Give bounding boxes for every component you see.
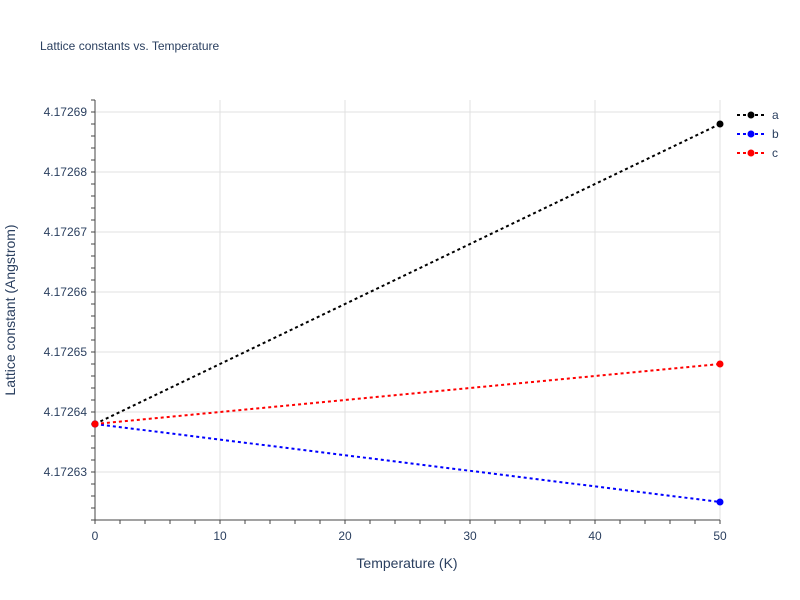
x-tick-label: 10 — [213, 529, 227, 543]
legend-item-b[interactable]: b — [737, 127, 779, 141]
x-tick-label: 30 — [463, 529, 477, 543]
legend-swatch-marker — [747, 130, 755, 138]
legend[interactable]: abc — [737, 108, 779, 160]
y-tick-label: 4.17267 — [44, 225, 88, 239]
series-line-c — [94, 363, 721, 425]
y-tick-label: 4.17265 — [44, 345, 88, 359]
data-point-b[interactable] — [716, 498, 724, 506]
axes — [91, 99, 721, 524]
y-tick-label: 4.17268 — [44, 165, 88, 179]
legend-label: b — [772, 127, 779, 141]
x-tick-label: 20 — [338, 529, 352, 543]
y-tick-label: 4.17264 — [44, 405, 88, 419]
grid-lines — [95, 100, 721, 520]
x-tick-label: 50 — [713, 529, 727, 543]
y-tick-label: 4.17263 — [44, 465, 88, 479]
x-tick-label: 40 — [588, 529, 602, 543]
x-axis-title: Temperature (K) — [356, 555, 457, 571]
chart-title: Lattice constants vs. Temperature — [40, 39, 220, 53]
data-point-a[interactable] — [716, 120, 724, 128]
data-point-c[interactable] — [91, 420, 99, 428]
tick-labels: 0 10 20 30 40 50 4.17263 4.17264 4.17265 4.17266 4… — [44, 105, 727, 543]
y-axis-title: Lattice constant (Angstrom) — [2, 224, 18, 395]
data-point-c[interactable] — [716, 360, 724, 368]
x-tick-label: 0 — [92, 529, 99, 543]
y-tick-label: 4.17266 — [44, 285, 88, 299]
legend-item-a[interactable]: a — [737, 108, 779, 122]
legend-label: a — [772, 108, 779, 122]
legend-label: c — [772, 146, 778, 160]
legend-swatch-marker — [747, 149, 755, 157]
series-line-a — [94, 123, 721, 425]
legend-swatch-marker — [747, 111, 755, 119]
y-tick-label: 4.17269 — [44, 105, 88, 119]
series-line-b — [94, 423, 721, 503]
legend-item-c[interactable]: c — [737, 146, 778, 160]
series-layer — [91, 120, 724, 506]
